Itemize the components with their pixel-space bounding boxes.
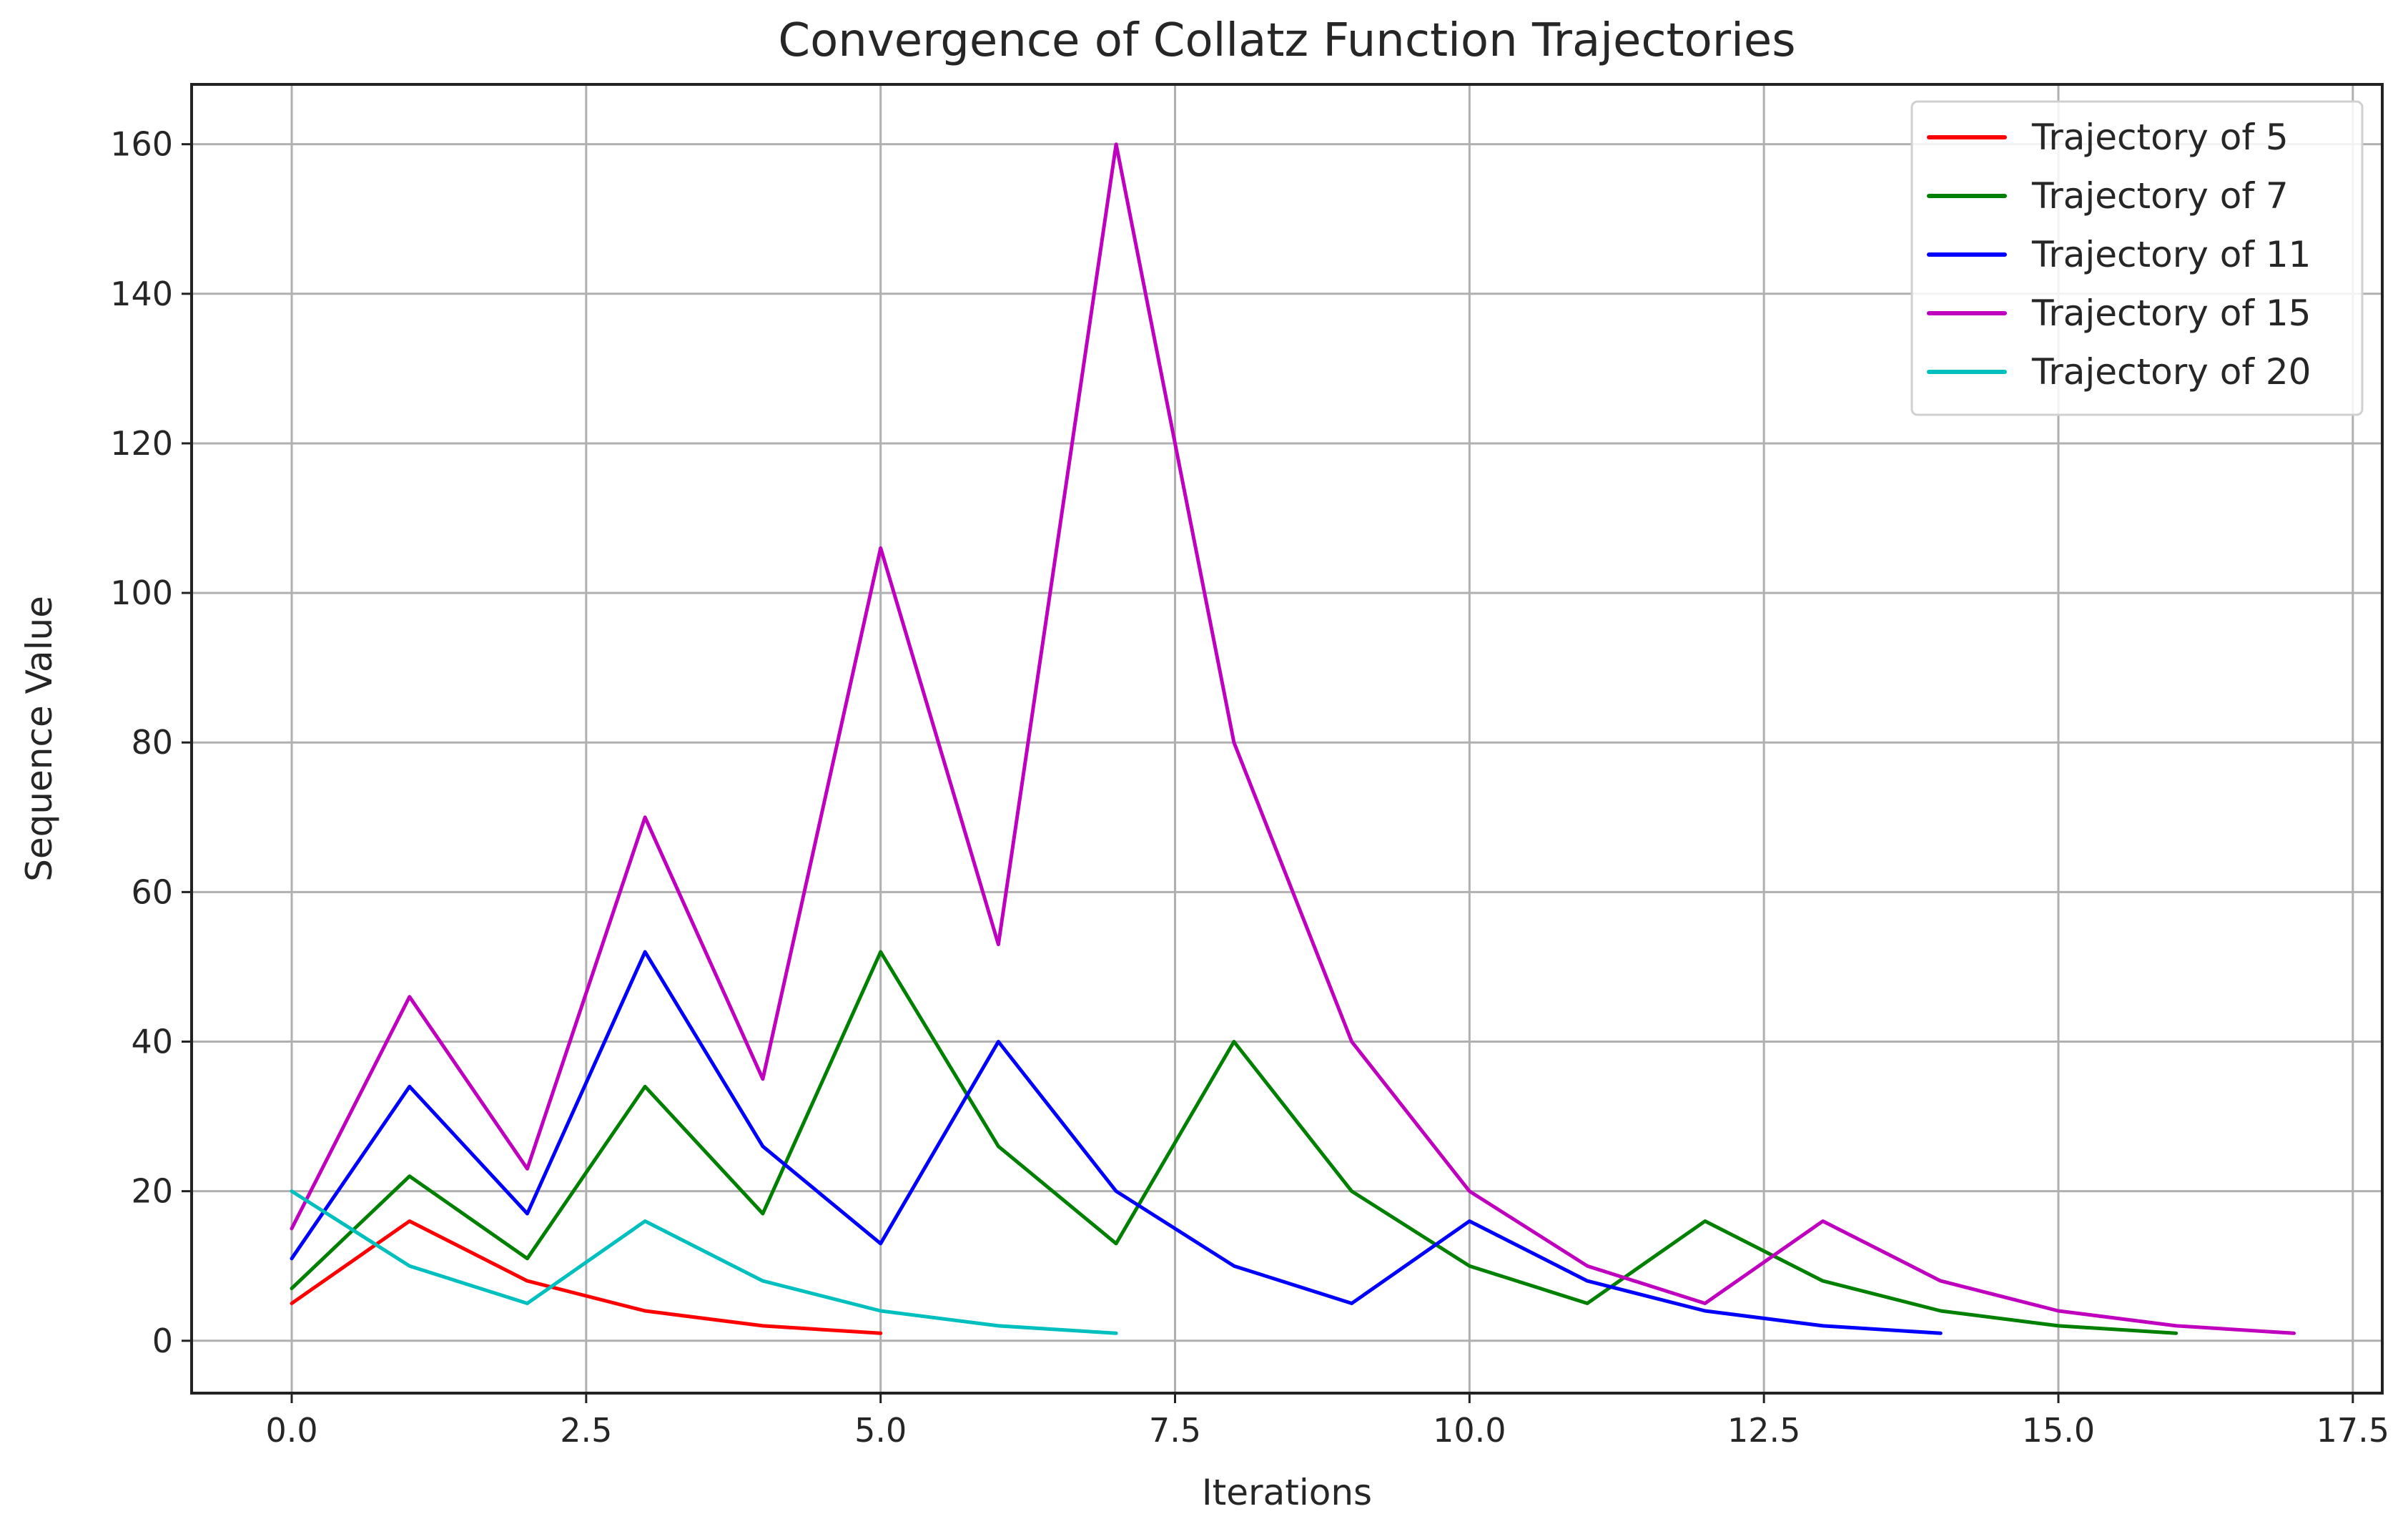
- legend-box: [1910, 100, 2364, 416]
- x-tick-label: 5.0: [854, 1411, 907, 1450]
- legend-label-4: Trajectory of 15: [2031, 292, 2311, 334]
- axis-ticks: 0.0 2.5 5.0 7.5 10.0 12.5 15.0 17.5 0 20 40 60 80 100…: [110, 125, 2389, 1450]
- legend-label-5: Trajectory of 20: [2031, 351, 2311, 393]
- legend: Trajectory of 5 Trajectory of 7 Trajectory…: [1910, 100, 2364, 416]
- legend-label-2: Trajectory of 7: [2031, 175, 2289, 217]
- series-line-4: [290, 142, 2296, 1335]
- y-tick-label: 140: [110, 275, 173, 313]
- series-line-1: [290, 1219, 883, 1335]
- y-axis-label: Sequence Value: [19, 596, 60, 882]
- x-tick-label: 10.0: [1433, 1411, 1506, 1450]
- x-tick-label: 0.0: [265, 1411, 317, 1450]
- x-tick-label: 7.5: [1149, 1411, 1201, 1450]
- y-tick-label: 160: [110, 125, 173, 164]
- series-line-2: [290, 950, 2178, 1335]
- chart-title: Convergence of Collatz Function Trajecto…: [778, 14, 1795, 67]
- x-tick-label: 17.5: [2316, 1411, 2389, 1450]
- x-tick-label: 12.5: [1727, 1411, 1800, 1450]
- y-tick-label: 40: [131, 1023, 173, 1061]
- series-line-3: [290, 950, 1943, 1335]
- x-tick-label: 2.5: [560, 1411, 612, 1450]
- x-axis-label: Iterations: [1202, 1472, 1372, 1513]
- y-tick-label: 0: [152, 1322, 173, 1360]
- x-tick-label: 15.0: [2022, 1411, 2095, 1450]
- y-tick-label: 80: [131, 723, 173, 762]
- plot-frame: [190, 83, 2384, 1395]
- series-line-5: [290, 1189, 1118, 1335]
- legend-label-3: Trajectory of 11: [2031, 234, 2311, 275]
- series-lines: [290, 142, 2296, 1335]
- y-tick-label: 100: [110, 574, 173, 612]
- y-tick-label: 120: [110, 424, 173, 463]
- legend-label-1: Trajectory of 5: [2031, 117, 2289, 158]
- y-tick-label: 60: [131, 872, 173, 911]
- y-tick-label: 20: [131, 1172, 173, 1211]
